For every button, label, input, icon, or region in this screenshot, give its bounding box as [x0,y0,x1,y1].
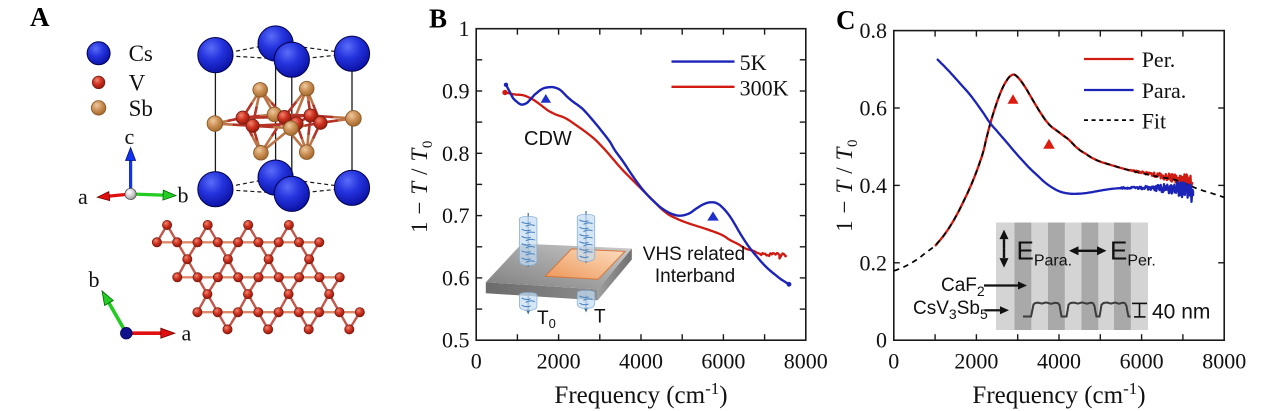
svg-text:Fit: Fit [1142,109,1166,134]
svg-text:b: b [178,183,189,208]
svg-text:40 nm: 40 nm [1152,301,1210,324]
svg-text:0: 0 [876,328,887,353]
svg-text:0.7: 0.7 [442,203,470,228]
svg-text:4000: 4000 [1037,349,1081,374]
svg-text:8000: 8000 [1202,349,1246,374]
svg-text:1: 1 [459,16,470,41]
svg-text:c: c [125,124,135,149]
svg-text:Frequency (cm-1): Frequency (cm-1) [554,379,727,409]
svg-text:1 − T / T0: 1 − T / T0 [832,139,861,232]
svg-text:5K: 5K [740,50,767,75]
svg-text:4000: 4000 [619,349,663,374]
svg-text:0.8: 0.8 [442,141,470,166]
svg-text:0.8: 0.8 [860,18,888,43]
svg-text:2000: 2000 [537,349,581,374]
svg-text:Cs: Cs [129,41,153,66]
svg-text:A: A [30,2,50,32]
svg-text:2000: 2000 [954,349,998,374]
svg-text:C: C [836,5,856,35]
svg-text:B: B [429,4,447,34]
svg-text:8000: 8000 [784,349,828,374]
svg-text:VHS related: VHS related [643,244,745,265]
svg-text:0.4: 0.4 [860,173,888,198]
svg-text:CDW: CDW [524,128,572,150]
svg-text:6000: 6000 [701,349,745,374]
svg-text:0.6: 0.6 [860,96,888,121]
svg-text:0.6: 0.6 [442,265,470,290]
svg-text:0.2: 0.2 [860,250,888,275]
svg-text:Interband: Interband [655,266,735,287]
svg-text:Frequency (cm-1): Frequency (cm-1) [972,379,1145,409]
svg-text:6000: 6000 [1120,349,1164,374]
svg-text:Sb: Sb [129,96,153,121]
svg-text:T: T [594,307,606,328]
svg-text:V: V [129,71,146,96]
svg-text:0: 0 [888,349,899,374]
svg-text:0.5: 0.5 [442,328,470,353]
svg-text:300K: 300K [740,76,789,101]
svg-text:Per.: Per. [1142,47,1176,72]
svg-text:Para.: Para. [1142,78,1187,103]
svg-text:a: a [182,321,192,346]
svg-text:a: a [78,184,88,209]
svg-text:1 − T / T0: 1 − T / T0 [407,140,436,233]
svg-text:b: b [89,267,100,292]
svg-text:0: 0 [471,349,482,374]
svg-text:0.9: 0.9 [442,79,470,104]
